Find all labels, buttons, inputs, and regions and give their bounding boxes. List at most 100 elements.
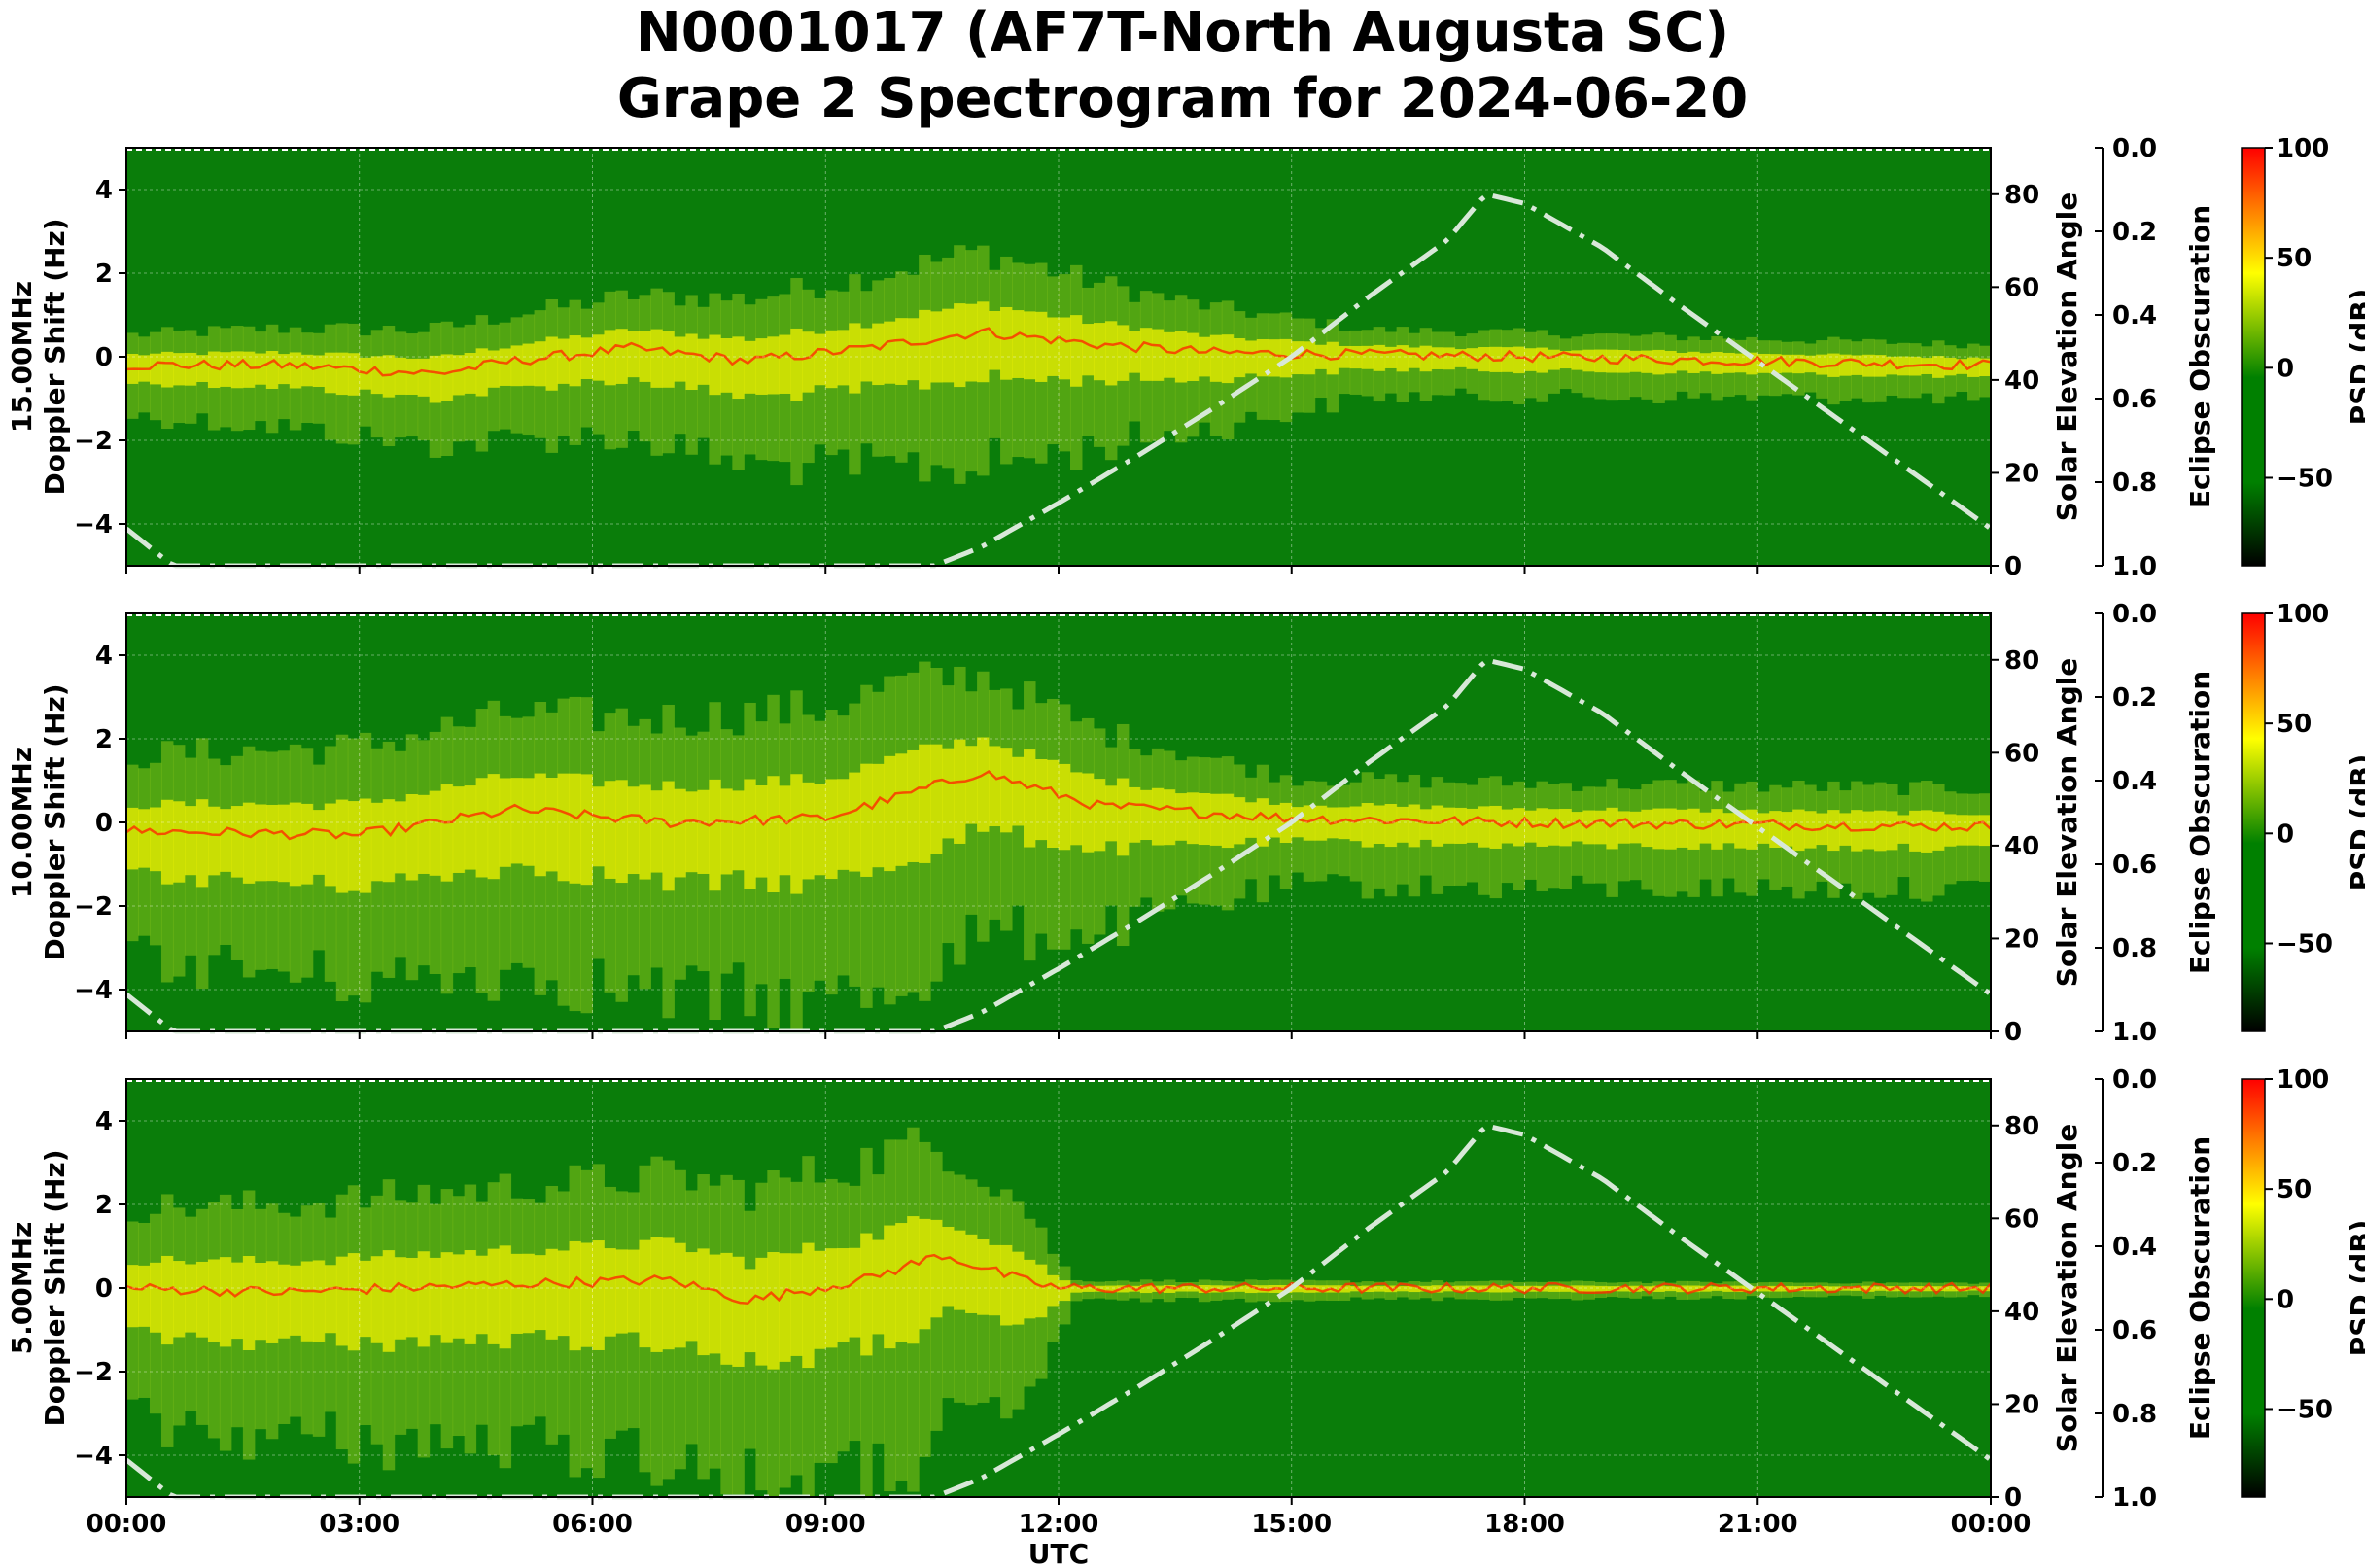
right-tick-label: 60 xyxy=(2004,1204,2039,1234)
y-axis-label: 5.00MHzDoppler Shift (Hz) xyxy=(6,1149,71,1426)
y-tick-label: −4 xyxy=(74,1442,113,1471)
colorbar-tick-label: −50 xyxy=(2277,464,2333,493)
eclipse-tick-label: 0.8 xyxy=(2112,1400,2157,1429)
right-tick-label: 20 xyxy=(2004,1390,2039,1419)
eclipse-tick-label: 0.8 xyxy=(2112,934,2157,963)
colorbar-tick-label: 0 xyxy=(2277,1285,2294,1314)
y-tick-label: 2 xyxy=(95,260,113,289)
right-tick-label: 80 xyxy=(2004,646,2039,676)
eclipse-tick-label: 0.4 xyxy=(2112,1233,2157,1262)
heatmap-noise-band xyxy=(126,245,1992,486)
y-tick-label: 4 xyxy=(95,1107,113,1136)
eclipse-tick-label: 0.0 xyxy=(2112,1065,2157,1095)
solar-elevation-axis-label: Solar Elevation Angle xyxy=(2051,658,2083,987)
y-tick-label: 4 xyxy=(95,642,113,671)
y-tick-label: −2 xyxy=(74,427,113,456)
eclipse-tick-label: 0.4 xyxy=(2112,767,2157,796)
spectrogram-panel-5-00mhz: 420−2−45.00MHzDoppler Shift (Hz)80604020… xyxy=(6,1065,2365,1568)
colorbar-tick-label: 100 xyxy=(2277,1065,2329,1095)
x-tick-label: 00:00 xyxy=(1951,1510,2032,1539)
eclipse-tick-label: 0.6 xyxy=(2112,385,2157,414)
chart-title-line2: Grape 2 Spectrogram for 2024-06-20 xyxy=(616,67,1749,130)
y-tick-label: 2 xyxy=(95,1191,113,1220)
chart-title-line1: N0001017 (AF7T-North Augusta SC) xyxy=(635,1,1730,64)
x-tick-label: 18:00 xyxy=(1484,1510,1565,1539)
eclipse-tick-label: 1.0 xyxy=(2112,1483,2157,1513)
eclipse-tick-label: 0.6 xyxy=(2112,1316,2157,1345)
y-tick-label: 4 xyxy=(95,176,113,205)
spectrogram-panel-10-00mhz: 420−2−410.00MHzDoppler Shift (Hz)8060402… xyxy=(6,600,2365,1047)
colorbar-tick-label: 50 xyxy=(2277,1175,2312,1204)
y-tick-label: 0 xyxy=(95,809,113,838)
x-tick-label: 15:00 xyxy=(1251,1510,1332,1539)
x-tick-label: 12:00 xyxy=(1019,1510,1099,1539)
colorbar-tick-label: 50 xyxy=(2277,244,2312,273)
right-tick-label: 80 xyxy=(2004,181,2039,210)
colorbar-label: PSD (dB) xyxy=(2345,1220,2365,1357)
solar-elevation-curve xyxy=(124,1123,1993,1500)
eclipse-axis-label: Eclipse Obscuration xyxy=(2184,671,2216,974)
right-tick-label: 40 xyxy=(2004,366,2039,396)
chart-title: N0001017 (AF7T-North Augusta SC) Grape 2… xyxy=(0,0,2365,132)
eclipse-tick-label: 0.6 xyxy=(2112,851,2157,880)
heatmap-noise-band xyxy=(126,1127,1992,1497)
x-tick-label: 00:00 xyxy=(87,1510,167,1539)
eclipse-tick-label: 0.0 xyxy=(2112,134,2157,163)
eclipse-tick-label: 0.2 xyxy=(2112,1149,2157,1178)
eclipse-tick-label: 0.2 xyxy=(2112,683,2157,713)
signal-trace xyxy=(125,1253,1992,1305)
eclipse-tick-label: 1.0 xyxy=(2112,1018,2157,1047)
colorbar-tick-label: 100 xyxy=(2277,134,2329,163)
colorbar-tick-label: −50 xyxy=(2277,929,2333,958)
x-tick-label: 03:00 xyxy=(319,1510,400,1539)
right-tick-label: 60 xyxy=(2004,273,2039,302)
y-tick-label: 0 xyxy=(95,343,113,372)
right-tick-label: 0 xyxy=(2004,552,2022,581)
right-tick-label: 80 xyxy=(2004,1112,2039,1141)
right-tick-label: 0 xyxy=(2004,1483,2022,1513)
x-tick-label: 06:00 xyxy=(552,1510,633,1539)
y-tick-label: −2 xyxy=(74,1358,113,1387)
x-tick-label: 09:00 xyxy=(785,1510,866,1539)
colorbar-tick-label: 0 xyxy=(2277,819,2294,849)
right-tick-label: 40 xyxy=(2004,832,2039,861)
colorbar-tick-label: 0 xyxy=(2277,354,2294,383)
eclipse-tick-label: 0.4 xyxy=(2112,301,2157,331)
y-tick-label: −4 xyxy=(74,976,113,1005)
eclipse-tick-label: 0.8 xyxy=(2112,469,2157,498)
y-axis-label: 15.00MHzDoppler Shift (Hz) xyxy=(6,218,71,495)
eclipse-tick-label: 0.0 xyxy=(2112,600,2157,629)
eclipse-axis-label: Eclipse Obscuration xyxy=(2184,205,2216,508)
colorbar-label: PSD (dB) xyxy=(2345,289,2365,426)
y-tick-label: −4 xyxy=(74,510,113,540)
right-tick-label: 20 xyxy=(2004,459,2039,488)
right-tick-label: 20 xyxy=(2004,924,2039,954)
colorbar xyxy=(2241,612,2266,1032)
solar-elevation-axis-label: Solar Elevation Angle xyxy=(2051,1124,2083,1452)
right-tick-label: 40 xyxy=(2004,1298,2039,1327)
solar-elevation-curve xyxy=(124,192,1993,569)
colorbar xyxy=(2241,1078,2266,1498)
colorbar-tick-label: −50 xyxy=(2277,1395,2333,1424)
eclipse-axis-label: Eclipse Obscuration xyxy=(2184,1136,2216,1440)
right-tick-label: 0 xyxy=(2004,1018,2022,1047)
y-tick-label: 2 xyxy=(95,725,113,754)
signal-trace xyxy=(125,770,1992,841)
y-tick-label: 0 xyxy=(95,1274,113,1304)
solar-elevation-axis-label: Solar Elevation Angle xyxy=(2051,192,2083,521)
colorbar-tick-label: 50 xyxy=(2277,710,2312,739)
colorbar xyxy=(2241,147,2266,567)
colorbar-tick-label: 100 xyxy=(2277,600,2329,629)
spectrogram-panel-15-00mhz: 420−2−415.00MHzDoppler Shift (Hz)8060402… xyxy=(6,134,2365,581)
y-tick-label: −2 xyxy=(74,892,113,922)
right-tick-label: 60 xyxy=(2004,739,2039,768)
colorbar-label: PSD (dB) xyxy=(2345,754,2365,891)
heatmap-noise-band xyxy=(126,661,1992,1031)
eclipse-tick-label: 1.0 xyxy=(2112,552,2157,581)
x-tick-label: 21:00 xyxy=(1718,1510,1798,1539)
y-axis-label: 10.00MHzDoppler Shift (Hz) xyxy=(6,683,71,960)
x-axis-label: UTC xyxy=(1028,1538,1089,1568)
solar-elevation-curve xyxy=(124,657,1993,1034)
eclipse-tick-label: 0.2 xyxy=(2112,218,2157,247)
